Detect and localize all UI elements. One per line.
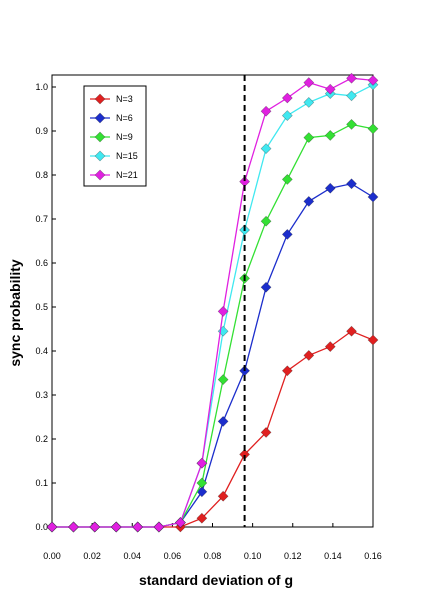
y-tick-label-3: 0.3 (35, 390, 48, 400)
y-tick-label-10: 1.0 (35, 82, 48, 92)
point-N=3-13 (324, 341, 336, 353)
y-tick-label-5: 0.5 (35, 302, 48, 312)
point-N=21-14 (346, 72, 357, 84)
point-N=15-11 (281, 110, 293, 122)
y-tick-label-2: 0.2 (35, 434, 48, 444)
point-N=21-4 (132, 521, 144, 533)
legend-label-N=15: N=15 (116, 151, 138, 161)
point-N=6-10 (260, 281, 272, 293)
point-N=21-5 (153, 521, 165, 533)
point-N=3-11 (281, 365, 293, 377)
y-tick-label-6: 0.6 (35, 258, 48, 268)
x-tick-label-3: 0.06 (164, 551, 182, 561)
series-line-N=21 (52, 77, 374, 528)
point-N=3-8 (217, 490, 229, 502)
x-axis-label: standard deviation of g (139, 572, 293, 588)
point-N=21-15 (367, 74, 379, 86)
point-N=9-13 (324, 129, 336, 141)
point-N=9-11 (281, 173, 293, 185)
y-tick-label-9: 0.9 (35, 126, 48, 136)
point-N=6-14 (346, 178, 357, 190)
legend-marker-N=3 (94, 93, 106, 105)
legend-marker-N=9 (94, 131, 106, 143)
x-tick-label-5: 0.10 (244, 551, 262, 561)
x-tick-label-4: 0.08 (204, 551, 222, 561)
y-tick-label-7: 0.7 (35, 214, 48, 224)
legend-label-N=3: N=3 (116, 94, 133, 104)
point-N=6-12 (303, 195, 315, 207)
y-axis-label: sync probability (7, 259, 23, 367)
legend-marker-N=21 (94, 169, 106, 181)
point-N=15-10 (260, 143, 272, 155)
legend: N=3 N=6 N=9 N=15 N=21 (83, 85, 147, 187)
series-layer (46, 72, 379, 533)
point-N=3-15 (367, 334, 379, 346)
point-N=9-8 (217, 374, 229, 386)
point-N=21-10 (260, 105, 272, 117)
point-N=9-7 (196, 477, 208, 489)
point-N=21-2 (89, 521, 101, 533)
point-N=21-0 (46, 521, 58, 533)
point-N=21-1 (68, 521, 79, 533)
point-N=9-14 (346, 118, 357, 130)
x-tick-label-6: 0.12 (284, 551, 302, 561)
y-tick-label-8: 0.8 (35, 170, 48, 180)
point-N=21-3 (110, 521, 122, 533)
point-N=3-7 (196, 512, 208, 524)
y-tick-label-0: 0.0 (35, 522, 48, 532)
x-axis: 0.00 0.02 0.04 0.06 0.08 0.10 0.12 0.14 0.16 (43, 523, 382, 561)
x-tick-label-0: 0.00 (43, 551, 61, 561)
legend-marker-N=15 (94, 150, 106, 162)
point-N=9-15 (367, 123, 379, 135)
x-tick-label-1: 0.02 (83, 551, 101, 561)
legend-label-N=6: N=6 (116, 113, 133, 123)
point-N=9-10 (260, 215, 272, 227)
point-N=6-13 (324, 182, 336, 194)
y-axis: 0.0 0.1 0.2 0.3 0.4 0.5 0.6 0.7 0.8 0.9 1.0 (35, 82, 56, 532)
point-N=21-11 (281, 92, 293, 104)
point-N=15-14 (346, 90, 357, 102)
legend-label-N=21: N=21 (116, 170, 138, 180)
point-N=6-11 (281, 228, 293, 240)
x-tick-label-8: 0.16 (364, 551, 382, 561)
point-N=15-12 (303, 96, 315, 108)
point-N=21-13 (324, 83, 336, 95)
point-N=3-10 (260, 426, 272, 438)
legend-box (83, 85, 147, 187)
point-N=21-7 (196, 457, 208, 469)
x-tick-label-7: 0.14 (324, 551, 342, 561)
legend-label-N=9: N=9 (116, 132, 133, 142)
point-N=21-6 (174, 517, 186, 529)
point-N=3-12 (303, 349, 315, 361)
point-N=6-15 (367, 191, 379, 203)
point-N=6-8 (217, 415, 229, 427)
legend-marker-N=6 (94, 112, 106, 124)
y-tick-label-4: 0.4 (35, 346, 48, 356)
y-tick-label-1: 0.1 (35, 478, 48, 488)
x-tick-label-2: 0.04 (123, 551, 141, 561)
point-N=9-12 (303, 132, 315, 144)
series-N=21 (46, 72, 379, 533)
point-N=21-8 (217, 305, 229, 317)
point-N=3-14 (346, 325, 357, 337)
point-N=21-12 (303, 77, 315, 89)
